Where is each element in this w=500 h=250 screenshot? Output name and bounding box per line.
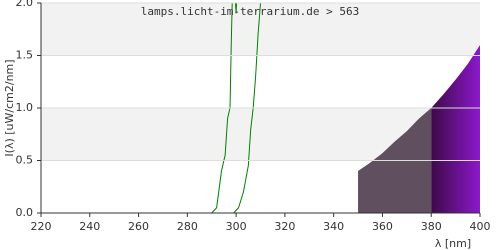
x-tick-label: 340 <box>323 220 344 233</box>
y-tick-label: 2.0 <box>16 0 34 9</box>
x-axis-label: λ [nm] <box>435 237 471 250</box>
x-tick-label: 380 <box>421 220 442 233</box>
x-tick-label: 400 <box>470 220 491 233</box>
spectrum-line <box>233 3 262 213</box>
y-tick-label: 1.0 <box>16 101 34 114</box>
chart-title: lamps.licht-im-terrarium.de > 563 <box>141 5 360 18</box>
x-tick-label: 300 <box>226 220 247 233</box>
spectrum-line <box>211 3 238 213</box>
x-tick-label: 260 <box>128 220 149 233</box>
x-tick-label: 220 <box>31 220 52 233</box>
x-tick-label: 280 <box>177 220 198 233</box>
y-tick-label: 1.5 <box>16 49 34 62</box>
x-tick-label: 240 <box>79 220 100 233</box>
y-axis-label: I(λ) [uW/cm2/nm] <box>3 59 16 156</box>
y-tick-label: 0.0 <box>16 206 34 219</box>
x-tick-label: 360 <box>372 220 393 233</box>
grid-band <box>41 3 480 56</box>
grid-band <box>41 55 480 108</box>
y-tick-label: 0.5 <box>16 154 34 167</box>
x-tick-label: 320 <box>274 220 295 233</box>
spectrum-area <box>431 45 480 213</box>
